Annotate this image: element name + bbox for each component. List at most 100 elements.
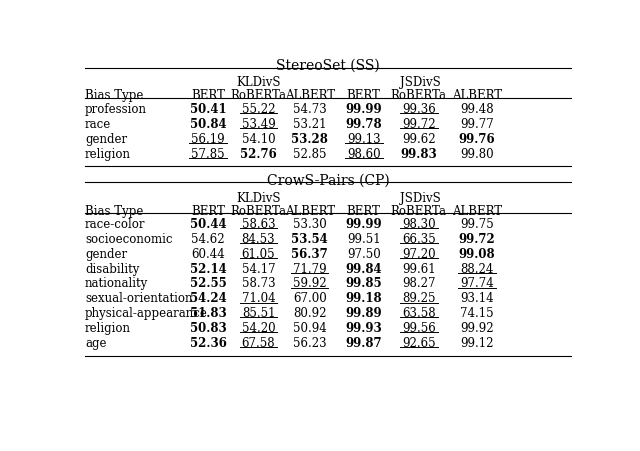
Text: 99.36: 99.36 <box>402 103 436 116</box>
Text: Bias Type: Bias Type <box>85 205 143 218</box>
Text: 54.10: 54.10 <box>242 133 275 146</box>
Text: 50.44: 50.44 <box>189 218 227 231</box>
Text: 99.92: 99.92 <box>460 322 493 335</box>
Text: 99.85: 99.85 <box>346 277 382 290</box>
Text: 51.83: 51.83 <box>189 307 227 320</box>
Text: gender: gender <box>85 133 127 146</box>
Text: KLDivS: KLDivS <box>237 76 281 89</box>
Text: 71.79: 71.79 <box>293 262 326 276</box>
Text: 74.15: 74.15 <box>460 307 493 320</box>
Text: 52.76: 52.76 <box>240 148 277 161</box>
Text: RoBERTa: RoBERTa <box>391 205 447 218</box>
Text: 99.89: 99.89 <box>346 307 382 320</box>
Text: 54.73: 54.73 <box>292 103 326 116</box>
Text: 99.93: 99.93 <box>346 322 382 335</box>
Text: 99.99: 99.99 <box>346 218 382 231</box>
Text: 99.87: 99.87 <box>346 337 382 350</box>
Text: gender: gender <box>85 248 127 261</box>
Text: religion: religion <box>85 148 131 161</box>
Text: sexual-orientation: sexual-orientation <box>85 292 193 305</box>
Text: CrowS-Pairs (CP): CrowS-Pairs (CP) <box>267 173 389 188</box>
Text: 85.51: 85.51 <box>242 307 275 320</box>
Text: BERT: BERT <box>347 89 381 101</box>
Text: 54.20: 54.20 <box>242 322 275 335</box>
Text: age: age <box>85 337 106 350</box>
Text: ALBERT: ALBERT <box>285 89 335 101</box>
Text: 54.24: 54.24 <box>189 292 227 305</box>
Text: 58.63: 58.63 <box>242 218 275 231</box>
Text: Bias Type: Bias Type <box>85 89 143 101</box>
Text: 99.72: 99.72 <box>402 118 436 131</box>
Text: 99.83: 99.83 <box>401 148 437 161</box>
Text: 50.84: 50.84 <box>189 118 227 131</box>
Text: 60.44: 60.44 <box>191 248 225 261</box>
Text: 52.55: 52.55 <box>189 277 227 290</box>
Text: BERT: BERT <box>191 89 225 101</box>
Text: 53.21: 53.21 <box>293 118 326 131</box>
Text: JSDivS: JSDivS <box>400 192 440 205</box>
Text: profession: profession <box>85 103 147 116</box>
Text: 50.41: 50.41 <box>189 103 227 116</box>
Text: 88.24: 88.24 <box>460 262 493 276</box>
Text: 71.04: 71.04 <box>242 292 275 305</box>
Text: RoBERTa: RoBERTa <box>391 89 447 101</box>
Text: ALBERT: ALBERT <box>452 205 502 218</box>
Text: 66.35: 66.35 <box>402 233 436 246</box>
Text: StereoSet (SS): StereoSet (SS) <box>276 59 380 73</box>
Text: 99.18: 99.18 <box>346 292 382 305</box>
Text: 56.37: 56.37 <box>291 248 328 261</box>
Text: 99.80: 99.80 <box>460 148 493 161</box>
Text: 99.62: 99.62 <box>402 133 436 146</box>
Text: 55.22: 55.22 <box>242 103 275 116</box>
Text: religion: religion <box>85 322 131 335</box>
Text: 97.50: 97.50 <box>347 248 381 261</box>
Text: 99.77: 99.77 <box>460 118 493 131</box>
Text: 53.30: 53.30 <box>292 218 326 231</box>
Text: 59.92: 59.92 <box>293 277 326 290</box>
Text: 99.72: 99.72 <box>458 233 495 246</box>
Text: 99.13: 99.13 <box>347 133 381 146</box>
Text: 99.75: 99.75 <box>460 218 493 231</box>
Text: 54.17: 54.17 <box>242 262 275 276</box>
Text: 58.73: 58.73 <box>242 277 275 290</box>
Text: 97.20: 97.20 <box>402 248 436 261</box>
Text: 67.00: 67.00 <box>292 292 326 305</box>
Text: 57.85: 57.85 <box>191 148 225 161</box>
Text: BERT: BERT <box>347 205 381 218</box>
Text: 98.60: 98.60 <box>347 148 381 161</box>
Text: 93.14: 93.14 <box>460 292 493 305</box>
Text: 50.94: 50.94 <box>292 322 326 335</box>
Text: 56.23: 56.23 <box>293 337 326 350</box>
Text: 99.48: 99.48 <box>460 103 493 116</box>
Text: 99.76: 99.76 <box>458 133 495 146</box>
Text: 52.14: 52.14 <box>189 262 227 276</box>
Text: 98.27: 98.27 <box>402 277 435 290</box>
Text: KLDivS: KLDivS <box>237 192 281 205</box>
Text: 99.61: 99.61 <box>402 262 436 276</box>
Text: disability: disability <box>85 262 140 276</box>
Text: 99.51: 99.51 <box>347 233 381 246</box>
Text: 99.84: 99.84 <box>346 262 382 276</box>
Text: 53.49: 53.49 <box>242 118 275 131</box>
Text: 53.28: 53.28 <box>291 133 328 146</box>
Text: physical-appearance: physical-appearance <box>85 307 208 320</box>
Text: JSDivS: JSDivS <box>400 76 440 89</box>
Text: 84.53: 84.53 <box>242 233 275 246</box>
Text: nationality: nationality <box>85 277 148 290</box>
Text: 89.25: 89.25 <box>402 292 435 305</box>
Text: 99.99: 99.99 <box>346 103 382 116</box>
Text: 50.83: 50.83 <box>189 322 227 335</box>
Text: RoBERTa: RoBERTa <box>230 89 287 101</box>
Text: 52.85: 52.85 <box>293 148 326 161</box>
Text: 56.19: 56.19 <box>191 133 225 146</box>
Text: 99.12: 99.12 <box>460 337 493 350</box>
Text: ALBERT: ALBERT <box>285 205 335 218</box>
Text: 53.54: 53.54 <box>291 233 328 246</box>
Text: BERT: BERT <box>191 205 225 218</box>
Text: 61.05: 61.05 <box>242 248 275 261</box>
Text: 54.62: 54.62 <box>191 233 225 246</box>
Text: race: race <box>85 118 111 131</box>
Text: 98.30: 98.30 <box>402 218 436 231</box>
Text: ALBERT: ALBERT <box>452 89 502 101</box>
Text: socioeconomic: socioeconomic <box>85 233 172 246</box>
